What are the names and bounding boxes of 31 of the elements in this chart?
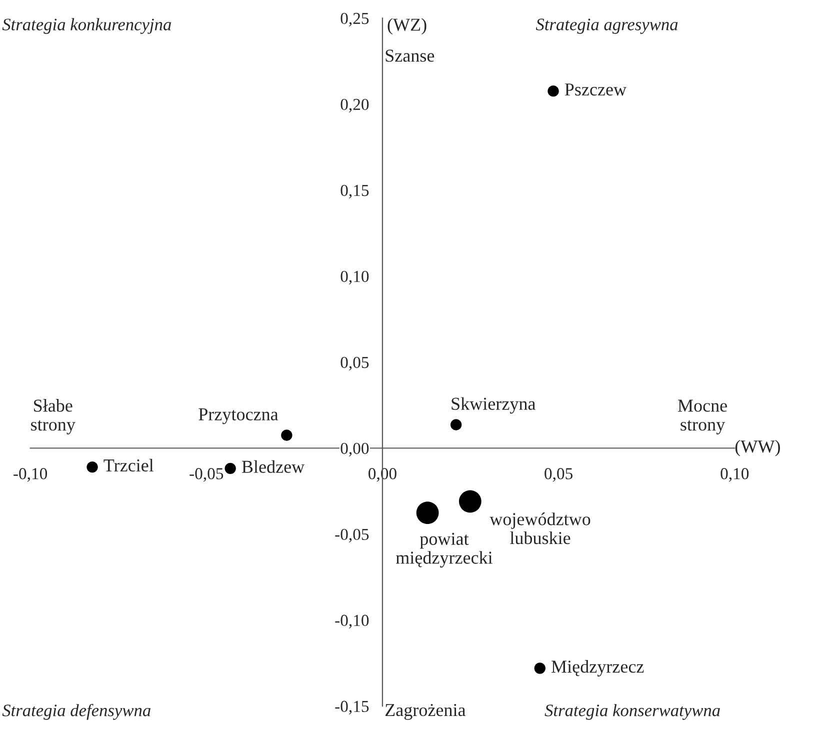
annotation: Międzyrzecz	[552, 660, 644, 676]
x-axis-title: (WW)	[735, 440, 780, 456]
y-tick-label: 0,20	[340, 98, 369, 112]
y-tick-label: 0,15	[340, 184, 369, 198]
annotation: województwo lubuskie	[490, 512, 590, 544]
annotation: Zagrożenia	[385, 704, 466, 720]
y-tick-label: 0,25	[340, 12, 369, 26]
annotation: Słabe strony	[31, 399, 76, 434]
y-axis-title: (WZ)	[388, 18, 426, 35]
x-tick-label: -0,10	[14, 468, 48, 482]
x-tick-label: 0,10	[720, 468, 749, 482]
y-tick-label: 0,05	[340, 356, 369, 370]
annotation: Strategia konserwatywna	[544, 704, 720, 720]
annotation: Trzciel	[104, 458, 154, 472]
annotation: Strategia konkurencyjna	[2, 18, 172, 34]
y-tick-label: 0,00	[340, 442, 369, 456]
y-tick-label: -0,10	[335, 614, 369, 628]
annotation: Bledzew	[242, 460, 305, 473]
annotation: Mocne strony	[678, 400, 727, 434]
annotation: powiat międzyrzecki	[396, 532, 492, 568]
annotation: Strategia agresywna	[536, 18, 678, 34]
y-tick-label: 0,10	[340, 270, 369, 284]
y-tick-label: -0,15	[335, 700, 369, 714]
y-tick-label: -0,05	[335, 528, 369, 542]
annotation: Skwierzyna	[452, 397, 536, 414]
annotation: Strategia defensywna	[2, 704, 150, 720]
x-tick-label: -0,05	[190, 468, 224, 482]
annotation: Pszczew	[564, 84, 626, 96]
annotation: Przytoczna	[198, 408, 278, 424]
annotation: Szanse	[386, 50, 434, 62]
x-tick-label: 0,05	[544, 468, 572, 482]
